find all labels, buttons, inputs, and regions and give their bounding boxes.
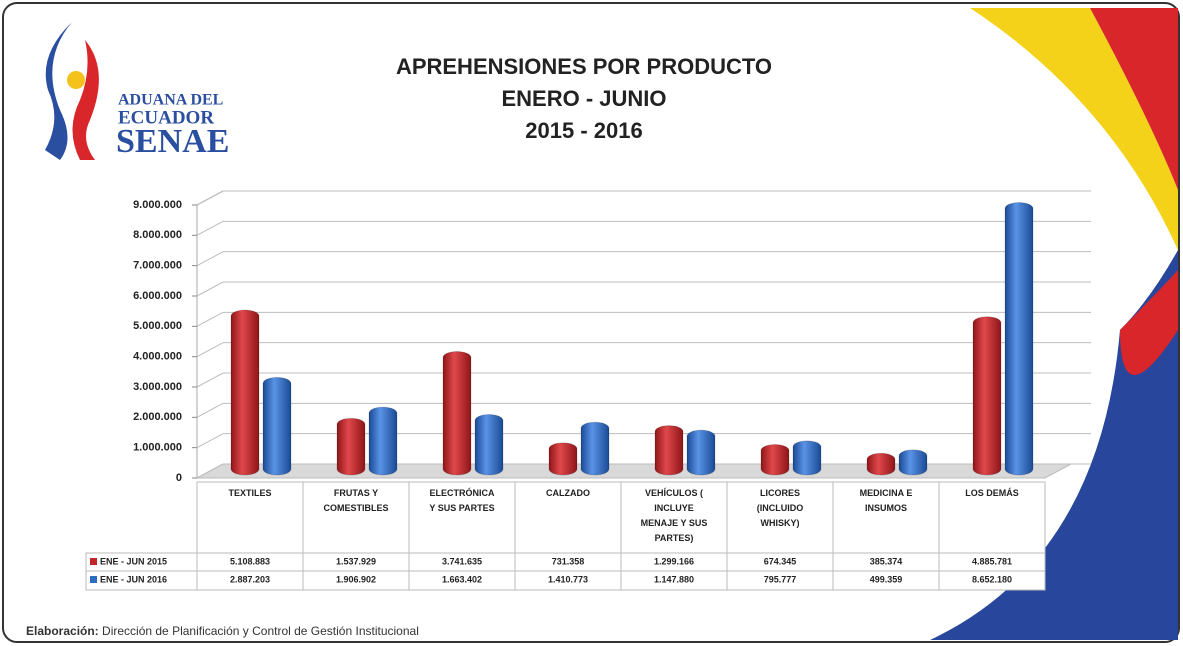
swoosh-blue bbox=[930, 250, 1178, 640]
bar bbox=[686, 429, 716, 476]
swoosh-red bbox=[1090, 8, 1178, 190]
logo-mark bbox=[67, 71, 85, 89]
y-tick-label: 8.000.000 bbox=[133, 229, 182, 241]
legend-swatch bbox=[90, 576, 97, 583]
value-label: 1.663.402 bbox=[442, 574, 482, 584]
bar bbox=[474, 414, 504, 476]
value-label: 1.906.902 bbox=[336, 574, 376, 584]
grid-line bbox=[196, 433, 224, 449]
bar bbox=[368, 406, 398, 476]
legend-label: ENE - JUN 2016 bbox=[100, 574, 167, 584]
value-label: 4.885.781 bbox=[972, 556, 1012, 566]
bar bbox=[898, 449, 928, 476]
chart-subtitle: 2015 - 2016 bbox=[525, 118, 642, 143]
bar bbox=[336, 417, 366, 476]
value-label: 795.777 bbox=[764, 574, 797, 584]
grid-line bbox=[196, 251, 224, 267]
y-tick-label: 7.000.000 bbox=[133, 260, 182, 272]
bar bbox=[230, 309, 260, 476]
value-label: 731.358 bbox=[552, 556, 585, 566]
bar bbox=[1004, 202, 1034, 476]
value-label: 1.147.880 bbox=[654, 574, 694, 584]
bar bbox=[580, 421, 610, 476]
logo-mark bbox=[72, 40, 99, 160]
logo-text: ADUANA DEL bbox=[118, 92, 223, 109]
y-tick-label: 3.000.000 bbox=[133, 381, 182, 393]
y-tick-label: 1.000.000 bbox=[133, 442, 182, 454]
y-tick-label: 2.000.000 bbox=[133, 411, 182, 423]
footer-label: Elaboración: bbox=[26, 624, 99, 638]
y-tick-label: 9.000.000 bbox=[133, 199, 182, 211]
x-tick-label: ELECTRÓNICA Y SUS PARTES bbox=[429, 487, 495, 513]
swoosh-yellow bbox=[970, 8, 1178, 250]
x-tick-label: LOS DEMÁS bbox=[965, 488, 1019, 498]
value-label: 499.359 bbox=[870, 574, 903, 584]
y-tick-label: 4.000.000 bbox=[133, 351, 182, 363]
footer: Elaboración: Dirección de Planificación … bbox=[26, 624, 419, 638]
value-label: 1.410.773 bbox=[548, 574, 588, 584]
grid-line bbox=[196, 190, 224, 206]
chart: 0 1.000.000 2.000.000 3.000.000 4.000.000 5.0… bbox=[85, 190, 1091, 591]
legend-swatch bbox=[90, 558, 97, 565]
swoosh-red2 bbox=[1120, 270, 1178, 375]
logo-text: ECUADOR bbox=[118, 107, 214, 128]
grid-line bbox=[196, 281, 224, 297]
x-tick-label: LICORES (INCLUIDO WHISKY) bbox=[757, 488, 804, 528]
bar bbox=[654, 425, 684, 476]
legend-label: ENE - JUN 2015 bbox=[100, 556, 167, 566]
chart-subtitle: ENERO - JUNIO bbox=[501, 86, 666, 111]
grid-line bbox=[196, 342, 224, 358]
value-label: 1.537.929 bbox=[336, 556, 376, 566]
bar bbox=[866, 452, 896, 476]
logo-mark bbox=[45, 22, 72, 160]
chart-title: APREHENSIONES POR PRODUCTO bbox=[396, 54, 772, 79]
bar bbox=[442, 351, 472, 476]
y-tick-label: 0 bbox=[176, 472, 182, 484]
value-label: 2.887.203 bbox=[230, 574, 270, 584]
x-tick-label: FRUTAS Y COMESTIBLES bbox=[323, 488, 388, 513]
value-label: 385.374 bbox=[870, 556, 903, 566]
bar bbox=[760, 444, 790, 476]
value-label: 3.741.635 bbox=[442, 556, 482, 566]
value-label: 1.299.166 bbox=[654, 556, 694, 566]
logo-text: SENAE bbox=[116, 123, 229, 160]
bar bbox=[548, 442, 578, 476]
grid-line bbox=[196, 372, 224, 388]
y-tick-label: 5.000.000 bbox=[133, 320, 182, 332]
value-label: 674.345 bbox=[764, 556, 797, 566]
y-tick-label: 6.000.000 bbox=[133, 290, 182, 302]
value-label: 5.108.883 bbox=[230, 556, 270, 566]
x-tick-label: VEHÍCULOS (INCLUYE MENAJE Y SUS PARTES) bbox=[641, 488, 708, 543]
x-tick-label: CALZADO bbox=[546, 488, 590, 498]
bar bbox=[262, 376, 292, 476]
x-tick-label: MEDICINA E INSUMOS bbox=[860, 488, 913, 513]
floor bbox=[196, 463, 1072, 479]
grid-line bbox=[196, 311, 224, 327]
grid-line bbox=[196, 463, 224, 479]
grid-line bbox=[196, 402, 224, 418]
grid-line bbox=[196, 220, 224, 236]
bar bbox=[972, 316, 1002, 476]
bar bbox=[792, 440, 822, 476]
footer-text: Dirección de Planificación y Control de … bbox=[102, 624, 419, 638]
value-label: 8.652.180 bbox=[972, 574, 1012, 584]
x-tick-label: TEXTILES bbox=[228, 488, 271, 498]
